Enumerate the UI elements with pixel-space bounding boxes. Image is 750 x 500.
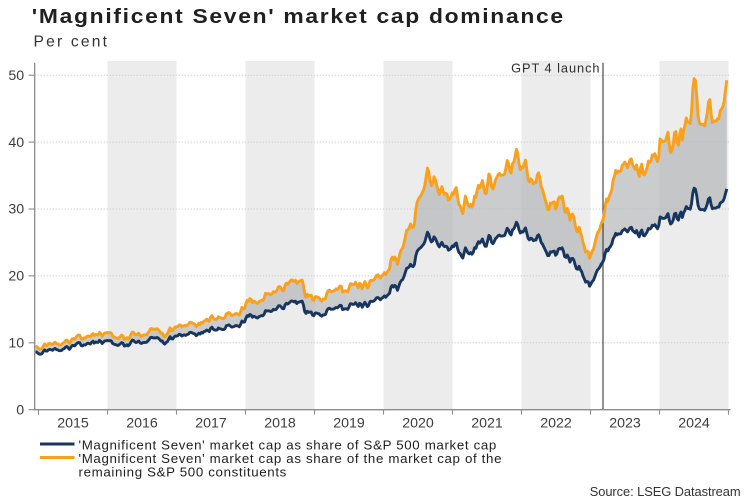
svg-text:40: 40 [8, 135, 24, 151]
svg-text:2020: 2020 [402, 416, 434, 432]
svg-text:0: 0 [16, 402, 24, 418]
svg-text:GPT 4 launch: GPT 4 launch [511, 61, 600, 76]
svg-text:remaining S&P 500 constituents: remaining S&P 500 constituents [79, 465, 287, 480]
svg-text:'Magnificent Seven' market cap: 'Magnificent Seven' market cap as share … [79, 438, 497, 453]
svg-text:'Magnificent Seven' market cap: 'Magnificent Seven' market cap dominance [32, 6, 565, 28]
svg-text:20: 20 [8, 269, 24, 285]
svg-text:2021: 2021 [471, 416, 503, 432]
svg-text:2015: 2015 [57, 416, 89, 432]
svg-text:2023: 2023 [609, 416, 641, 432]
svg-text:Per cent: Per cent [34, 34, 110, 51]
svg-text:10: 10 [8, 336, 24, 352]
svg-text:2019: 2019 [333, 416, 365, 432]
svg-text:50: 50 [8, 68, 24, 84]
svg-text:30: 30 [8, 202, 24, 218]
svg-text:2022: 2022 [540, 416, 572, 432]
svg-text:2018: 2018 [264, 416, 296, 432]
svg-text:Source: LSEG Datastream: Source: LSEG Datastream [590, 484, 741, 499]
svg-text:'Magnificent Seven' market cap: 'Magnificent Seven' market cap as share … [79, 451, 503, 466]
svg-text:2024: 2024 [678, 416, 710, 432]
svg-text:2017: 2017 [195, 416, 227, 432]
svg-text:2016: 2016 [126, 416, 158, 432]
